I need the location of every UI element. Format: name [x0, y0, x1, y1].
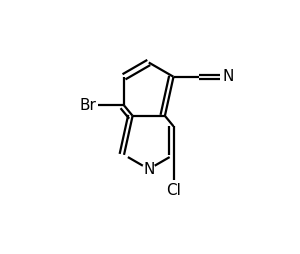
Text: Br: Br	[80, 98, 96, 113]
Text: Cl: Cl	[166, 183, 181, 198]
Text: N: N	[143, 162, 154, 177]
Text: N: N	[223, 69, 234, 84]
Circle shape	[142, 163, 155, 175]
